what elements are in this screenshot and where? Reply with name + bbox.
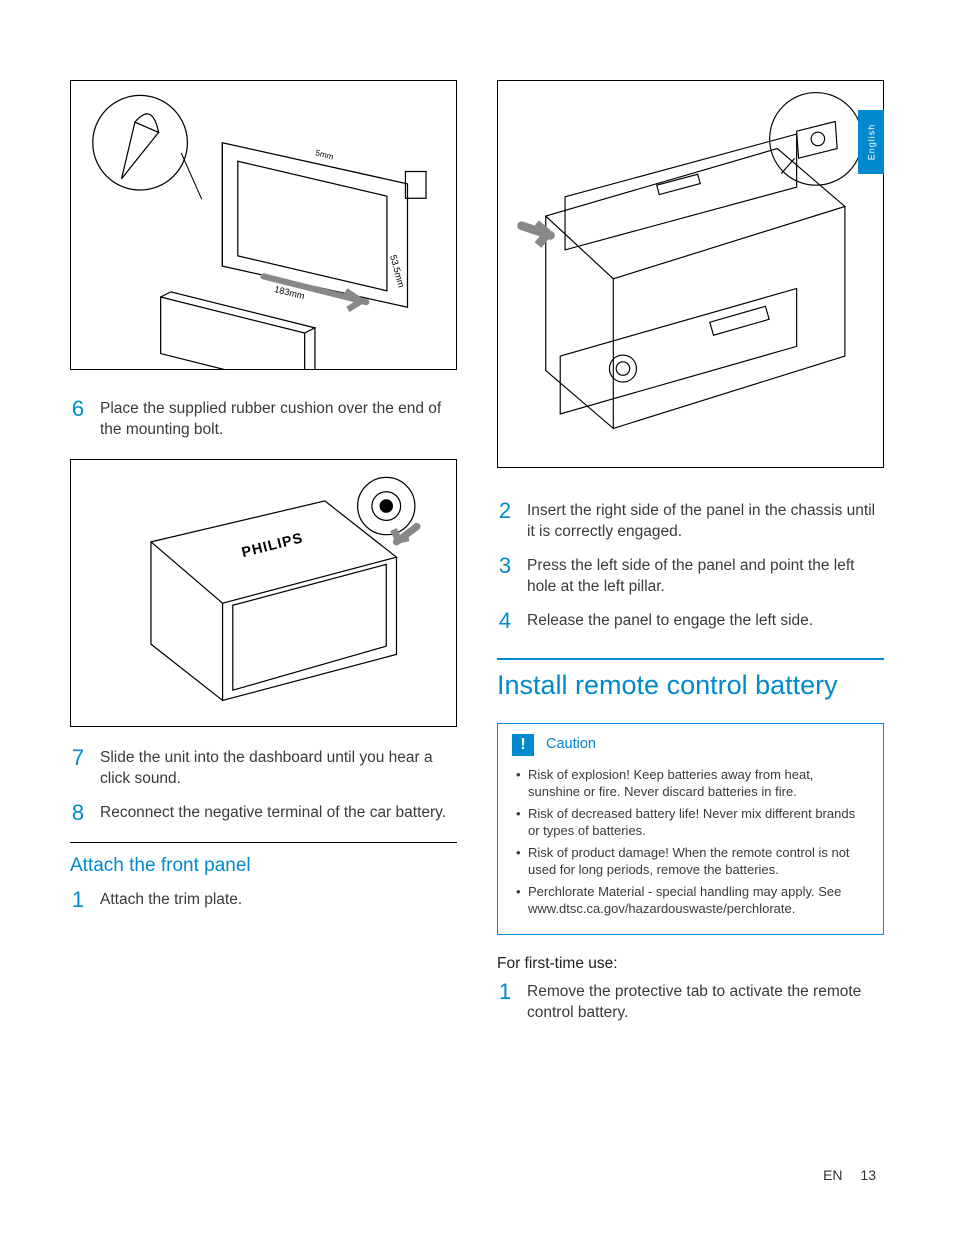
step-text: Press the left side of the panel and poi… [527, 555, 884, 598]
first-use-label: For first-time use: [497, 955, 884, 973]
step-7: 7 Slide the unit into the dashboard unti… [70, 747, 457, 790]
language-tab: English [858, 110, 884, 174]
step-text: Insert the right side of the panel in th… [527, 500, 884, 543]
svg-text:PHILIPS: PHILIPS [240, 530, 305, 561]
step-4: 4 Release the panel to engage the left s… [497, 610, 884, 632]
section-rule [497, 658, 884, 660]
right-column: 2 Insert the right side of the panel in … [497, 80, 884, 1036]
language-tab-label: English [866, 124, 876, 161]
step-number: 8 [70, 802, 86, 824]
caution-label: Caution [546, 735, 596, 755]
caution-item: Risk of explosion! Keep batteries away f… [516, 766, 869, 801]
caution-item: Perchlorate Material - special handling … [516, 883, 869, 918]
footer-page: 13 [860, 1167, 876, 1183]
section-title: Install remote control battery [497, 670, 884, 701]
subsection-heading: Attach the front panel [70, 855, 457, 877]
step-text: Slide the unit into the dashboard until … [100, 747, 457, 790]
step-text: Place the supplied rubber cushion over t… [100, 398, 457, 441]
step-8: 8 Reconnect the negative terminal of the… [70, 802, 457, 824]
step-3: 3 Press the left side of the panel and p… [497, 555, 884, 598]
caution-item: Risk of decreased battery life! Never mi… [516, 805, 869, 840]
svg-text:53.5mm: 53.5mm [388, 254, 406, 289]
caution-header: ! Caution [512, 724, 869, 766]
caution-list: Risk of explosion! Keep batteries away f… [512, 766, 869, 918]
step-number: 4 [497, 610, 513, 632]
caution-item: Risk of product damage! When the remote … [516, 844, 869, 879]
step-number: 7 [70, 747, 86, 790]
figure-attach-panel [497, 80, 884, 468]
step-2: 2 Insert the right side of the panel in … [497, 500, 884, 543]
step-text: Attach the trim plate. [100, 889, 457, 911]
step-text: Release the panel to engage the left sid… [527, 610, 884, 632]
page-columns: 5mm 53.5mm 183mm 6 Place the supplied ru… [70, 80, 884, 1036]
caution-box: ! Caution Risk of explosion! Keep batter… [497, 723, 884, 935]
step-text: Remove the protective tab to activate th… [527, 981, 884, 1024]
figure-rubber-cushion: PHILIPS [70, 459, 457, 727]
first-use-step-1: 1 Remove the protective tab to activate … [497, 981, 884, 1024]
divider [70, 842, 457, 843]
svg-text:5mm: 5mm [314, 148, 334, 161]
left-column: 5mm 53.5mm 183mm 6 Place the supplied ru… [70, 80, 457, 1036]
step-6: 6 Place the supplied rubber cushion over… [70, 398, 457, 441]
figure-mount-sleeve: 5mm 53.5mm 183mm [70, 80, 457, 370]
step-number: 1 [70, 889, 86, 911]
step-number: 6 [70, 398, 86, 441]
page-footer: EN 13 [823, 1167, 876, 1183]
footer-lang: EN [823, 1167, 842, 1183]
step-number: 2 [497, 500, 513, 543]
step-number: 3 [497, 555, 513, 598]
step-text: Reconnect the negative terminal of the c… [100, 802, 457, 824]
step-number: 1 [497, 981, 513, 1024]
substep-1: 1 Attach the trim plate. [70, 889, 457, 911]
caution-icon: ! [512, 734, 534, 756]
